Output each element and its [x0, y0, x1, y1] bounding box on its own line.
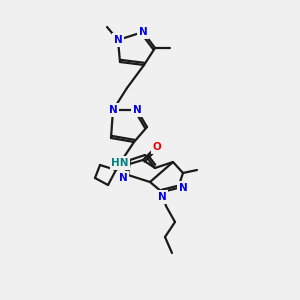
Text: N: N [109, 105, 117, 115]
Text: N: N [158, 192, 166, 202]
Text: N: N [114, 35, 122, 45]
Text: N: N [139, 27, 147, 37]
Text: HN: HN [111, 158, 129, 168]
Text: N: N [118, 173, 127, 183]
Text: N: N [133, 105, 141, 115]
Text: O: O [153, 142, 161, 152]
Text: N: N [178, 183, 188, 193]
